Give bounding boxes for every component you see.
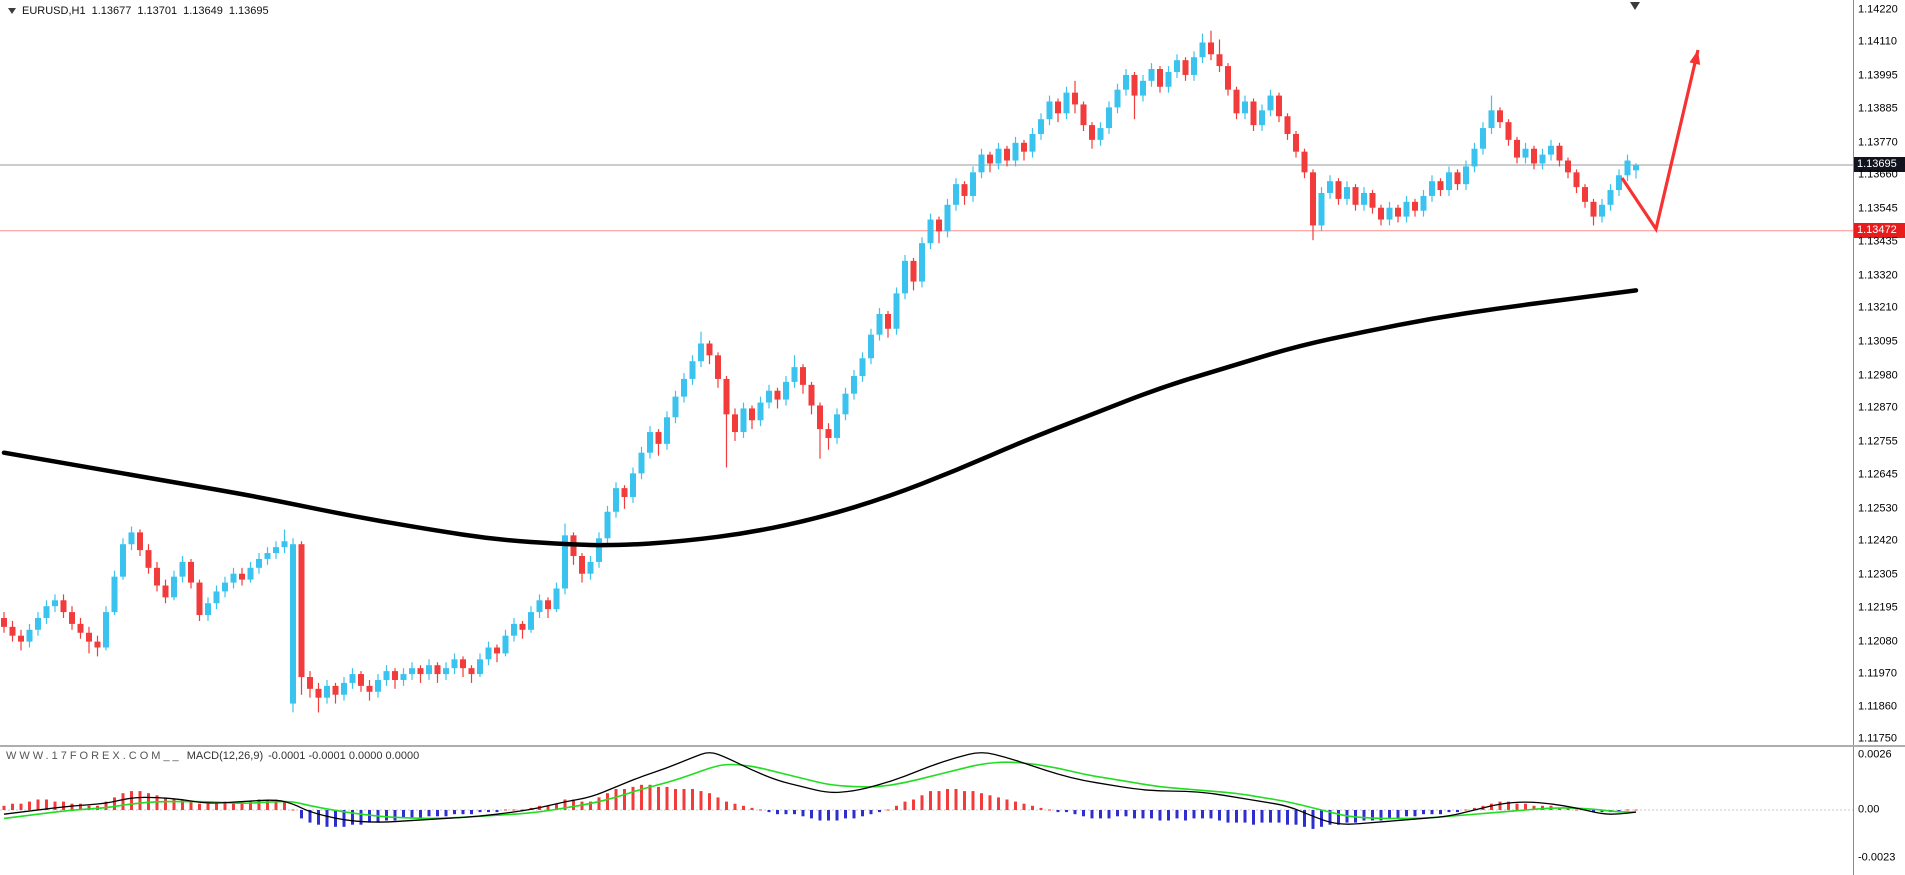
level-price-tag: 1.13472 [1854,223,1905,239]
arrowhead [1689,50,1701,65]
current-price-tag: 1.13695 [1854,157,1905,173]
price-axis-label: 1.12870 [1858,401,1898,414]
price-axis-label: 1.13320 [1858,269,1898,282]
chart-ohlc-header: EURUSD,H1 1.13677 1.13701 1.13649 1.1369… [8,5,269,17]
price-axis-label: 1.11970 [1858,667,1897,680]
macd-indicator-label: MACD(12,26,9) [186,750,264,762]
macd-canvas[interactable] [0,747,1853,875]
price-axis[interactable]: 1.13695 1.13472 1.14220 1.14110 1.13995 1.1… [1853,0,1905,745]
macd-header: WWW.17FOREX.COM__ MACD(12,26,9) -0.0001 … [6,750,419,762]
watermark-text: WWW.17FOREX.COM__ [6,750,182,762]
price-axis-label: 1.12195 [1858,601,1898,614]
price-axis-label: 1.13995 [1858,69,1898,82]
price-axis-label: 1.11860 [1858,700,1897,713]
price-axis-label: 1.12530 [1858,502,1898,515]
symbol-period-label: EURUSD,H1 [22,5,86,17]
candles-layer [1,30,1639,713]
panel-divider[interactable] [0,745,1905,747]
moving-average-line[interactable] [1,288,1639,548]
macd-indicator-panel[interactable]: WWW.17FOREX.COM__ MACD(12,26,9) -0.0001 … [0,747,1853,875]
price-chart-canvas[interactable] [0,0,1853,745]
price-axis-label: 1.13095 [1858,335,1898,348]
price-axis-label: 1.13660 [1858,168,1898,181]
open-value: 1.13677 [91,5,132,17]
price-axis-label: 1.12305 [1858,568,1898,581]
price-axis-label: 1.12420 [1858,534,1898,547]
macd-main-line [3,752,1637,825]
macd-values: -0.0001 -0.0001 0.0000 0.0000 [268,750,420,762]
price-axis-label: 1.12080 [1858,635,1898,648]
macd-axis[interactable]: 0.0026 0.00 -0.0023 [1853,747,1905,875]
high-value: 1.13701 [137,5,178,17]
price-axis-label: 1.14110 [1858,35,1897,48]
price-axis-label: 1.13210 [1858,301,1898,314]
macd-axis-label: -0.0023 [1858,851,1896,864]
close-value: 1.13695 [228,5,269,17]
macd-axis-label: 0.0026 [1858,748,1892,761]
low-value: 1.13649 [183,5,223,17]
macd-signal-line [3,761,1636,820]
price-axis-label: 1.14220 [1858,3,1898,16]
symbol-dropdown-icon [8,8,16,14]
price-axis-label: 1.13435 [1858,235,1898,248]
price-axis-label: 1.12645 [1858,468,1898,481]
trend-arrow-annotation[interactable] [1620,49,1701,233]
price-axis-label: 1.12980 [1858,369,1898,382]
price-axis-label: 1.11750 [1858,732,1897,745]
price-chart-area[interactable]: EURUSD,H1 1.13677 1.13701 1.13649 1.1369… [0,0,1853,745]
price-axis-label: 1.13770 [1858,136,1898,149]
price-axis-label: 1.13885 [1858,102,1898,115]
macd-axis-label: 0.00 [1858,803,1880,816]
price-axis-label: 1.12755 [1858,435,1898,448]
price-axis-label: 1.13545 [1858,202,1898,215]
scroll-to-end-icon[interactable] [1630,2,1640,10]
